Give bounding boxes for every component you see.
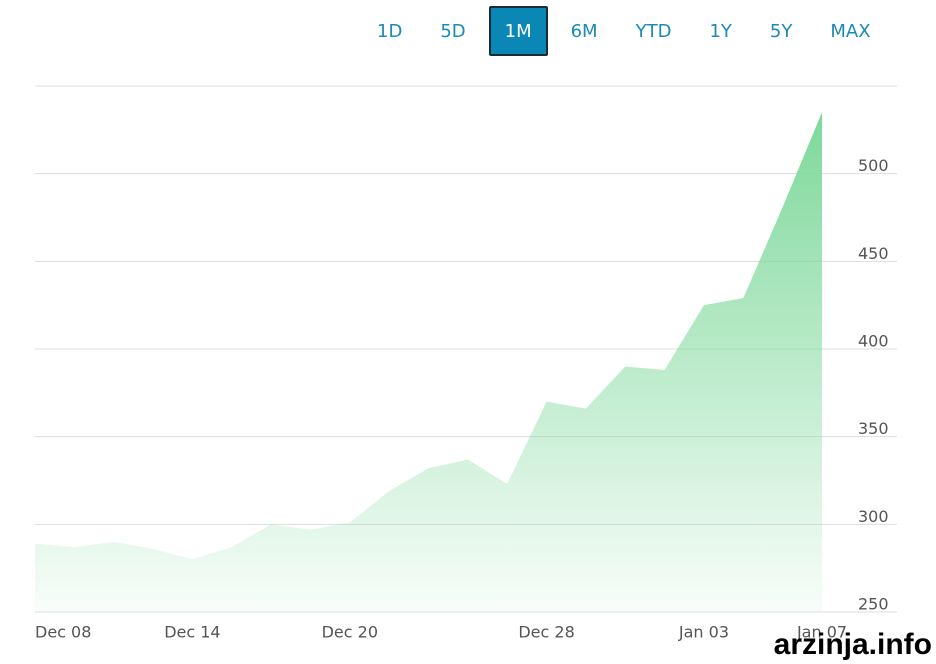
range-button[interactable]: MAX	[830, 20, 871, 42]
y-tick-label: 350	[858, 419, 889, 438]
x-tick-label: Dec 14	[164, 623, 220, 642]
x-tick-label: Jan 03	[678, 623, 729, 642]
area	[35, 112, 822, 613]
range-button[interactable]: 5Y	[769, 20, 793, 42]
range-button[interactable]: 6M	[570, 20, 598, 42]
y-tick-label: 500	[858, 156, 889, 175]
y-tick-label: 250	[858, 595, 889, 614]
watermark: arzinja.info	[773, 628, 932, 661]
y-tick-label: 300	[858, 507, 889, 526]
range-button[interactable]: 1D	[377, 20, 403, 42]
range-buttons: 1D 5D 1M 6M YTD 1Y 5Y MAX	[362, 6, 894, 56]
x-tick-label: Dec 28	[518, 623, 574, 642]
range-button[interactable]: 1M	[488, 6, 548, 56]
range-button[interactable]: 1Y	[709, 20, 732, 42]
y-tick-label: 450	[858, 244, 889, 263]
range-button[interactable]: 5D	[440, 20, 466, 42]
y-tick-label: 400	[858, 332, 889, 351]
x-tick-label: Dec 20	[322, 623, 378, 642]
x-tick-label: Dec 08	[35, 623, 91, 642]
range-button[interactable]: YTD	[635, 20, 672, 42]
x-tick-label: Jan 07	[796, 623, 847, 642]
